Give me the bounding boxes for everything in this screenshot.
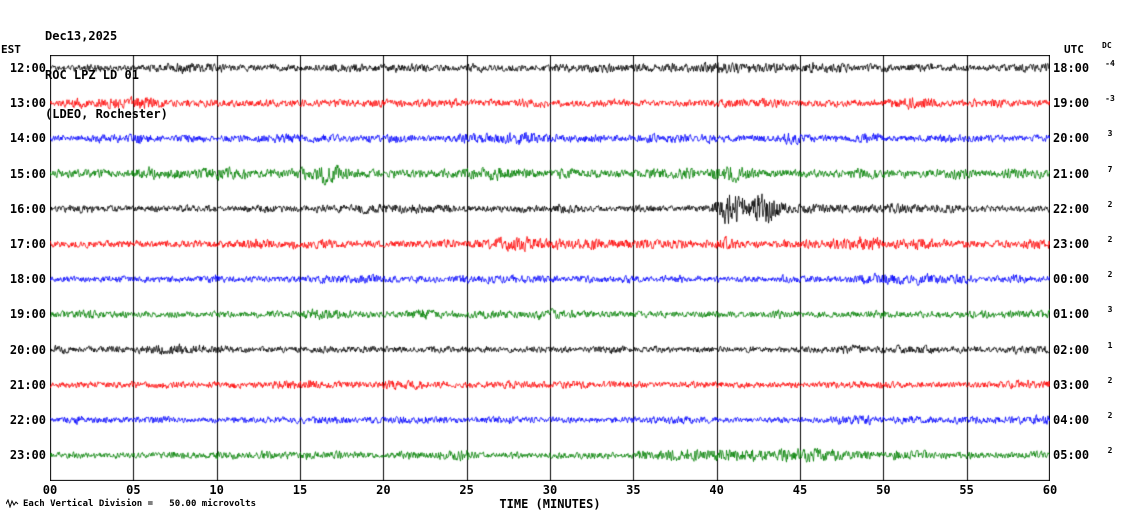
- row-label-utc: 21:00: [1053, 166, 1090, 181]
- x-tick-label: 60: [1042, 483, 1058, 497]
- x-tick-label: 25: [459, 483, 474, 497]
- row-label-est: 23:00: [9, 448, 46, 463]
- row-label-dc: -4: [1105, 59, 1115, 68]
- row-label-est: 19:00: [9, 307, 46, 322]
- row-label-dc: 2: [1107, 199, 1113, 209]
- dc-axis-label: DC: [1102, 41, 1112, 50]
- vertical-division-note: Each Vertical Division = 50.00 microvolt…: [23, 499, 256, 509]
- x-tick-label: 45: [792, 483, 808, 497]
- header-date: Dec13,2025: [45, 29, 118, 43]
- row-label-dc: 2: [1107, 270, 1113, 280]
- row-label-est: 17:00: [9, 237, 46, 251]
- row-label-utc: 18:00: [1053, 61, 1090, 75]
- row-label-dc: 1: [1107, 340, 1113, 350]
- x-tick-label: 35: [626, 483, 641, 497]
- row-label-utc: 04:00: [1053, 413, 1090, 427]
- row-label-dc: -3: [1105, 94, 1115, 104]
- x-tick-label: 20: [376, 483, 391, 497]
- plot-area: [50, 55, 1050, 481]
- row-label-dc: 2: [1107, 235, 1113, 244]
- x-tick-label: 05: [126, 483, 141, 497]
- row-label-dc: 7: [1107, 164, 1113, 174]
- row-label-utc: 01:00: [1053, 307, 1090, 322]
- row-label-est: 22:00: [9, 413, 46, 427]
- row-label-utc: 22:00: [1053, 201, 1090, 216]
- row-label-dc: 2: [1107, 446, 1113, 456]
- row-label-est: 21:00: [9, 377, 46, 392]
- x-tick-label: 55: [959, 483, 974, 497]
- row-label-est: 20:00: [9, 342, 46, 357]
- row-label-utc: 02:00: [1053, 342, 1090, 357]
- row-label-dc: 3: [1107, 305, 1113, 315]
- row-label-utc: 05:00: [1053, 448, 1090, 463]
- seismogram-canvas: [50, 55, 1050, 481]
- x-tick-label: 00: [42, 483, 58, 497]
- row-label-est: 18:00: [9, 272, 46, 287]
- row-label-est: 14:00: [9, 131, 46, 146]
- squiggle-icon: [6, 499, 19, 508]
- x-axis-title: TIME (MINUTES): [499, 497, 601, 511]
- row-label-est: 16:00: [9, 201, 46, 216]
- x-tick-label: 40: [709, 483, 724, 497]
- row-label-dc: 2: [1107, 411, 1113, 420]
- row-label-utc: 19:00: [1053, 96, 1090, 111]
- row-label-utc: 03:00: [1053, 377, 1090, 392]
- row-label-utc: 23:00: [1053, 237, 1090, 251]
- x-tick-label: 15: [292, 483, 308, 497]
- row-label-est: 15:00: [9, 166, 46, 181]
- x-tick-label: 10: [209, 483, 224, 497]
- x-tick-label: 50: [876, 483, 891, 497]
- row-label-est: 13:00: [9, 96, 46, 111]
- x-tick-label: 30: [542, 483, 558, 497]
- left-axis-label: EST: [1, 43, 21, 56]
- row-label-dc: 3: [1107, 129, 1113, 139]
- right-axis-label: UTC: [1064, 43, 1084, 56]
- row-label-dc: 2: [1107, 375, 1113, 385]
- row-label-utc: 20:00: [1053, 131, 1090, 146]
- row-label-est: 12:00: [9, 61, 46, 75]
- row-label-utc: 00:00: [1053, 272, 1090, 287]
